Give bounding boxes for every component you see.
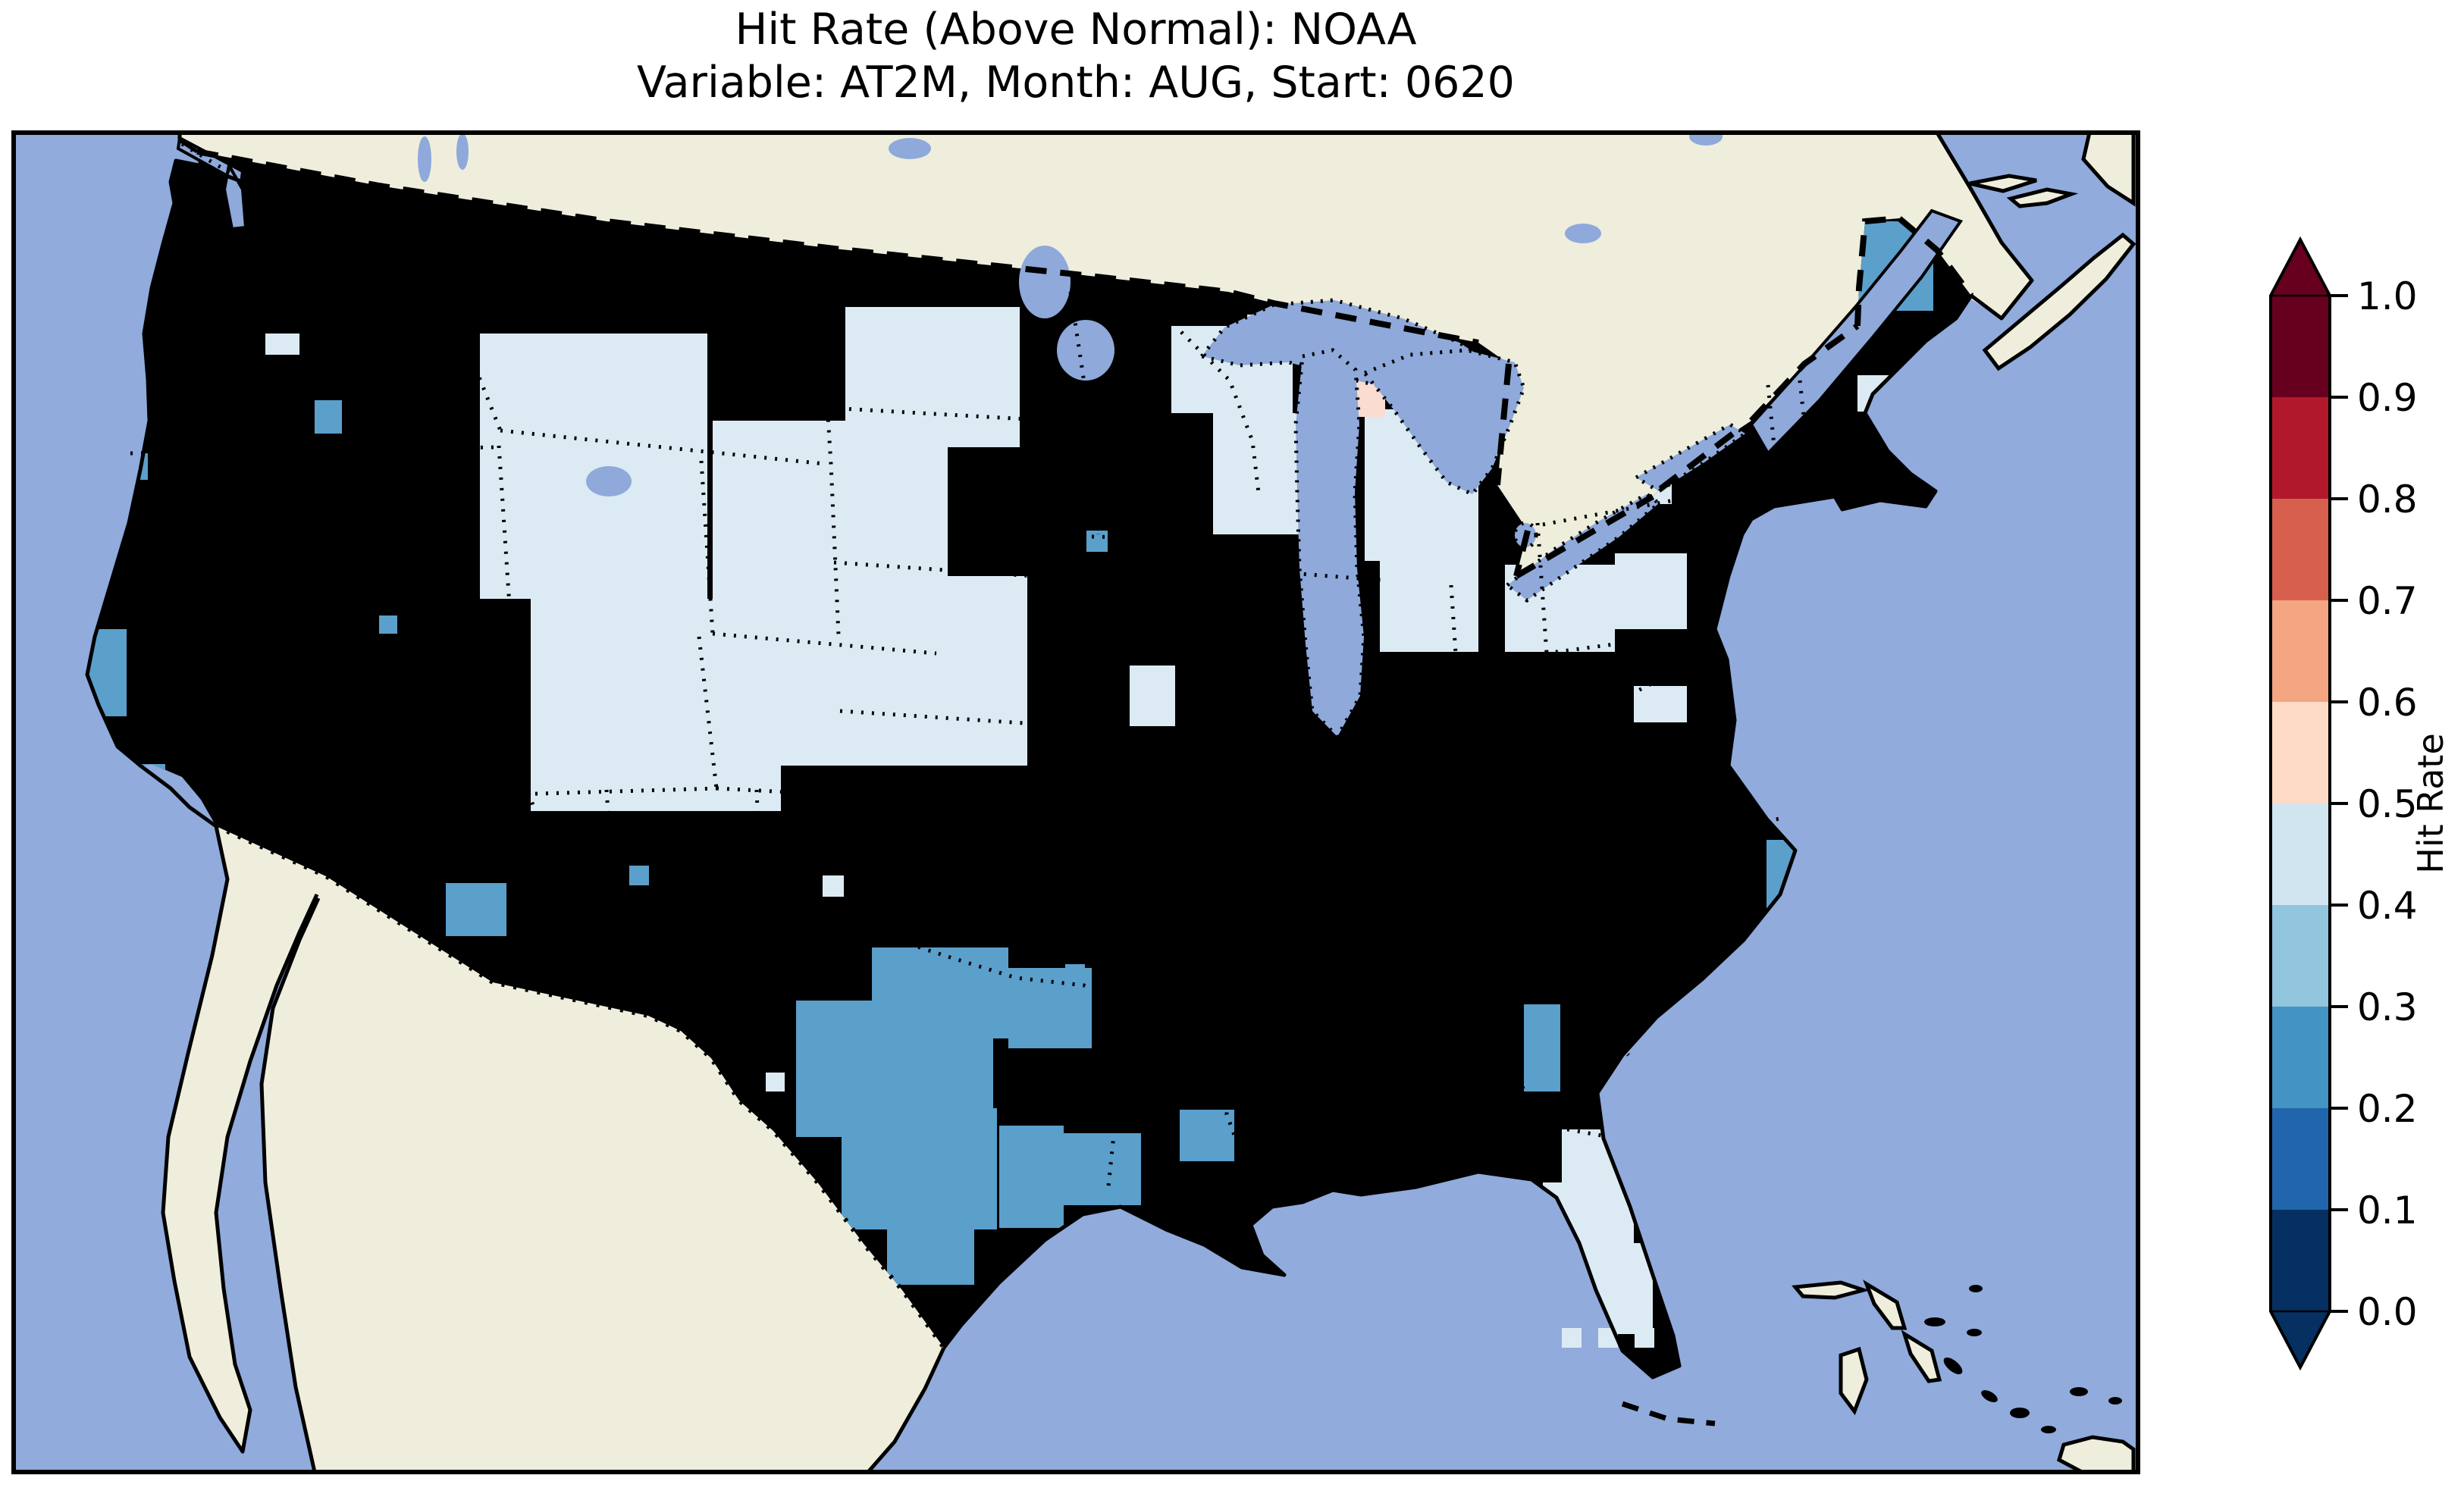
hitrate-cell [379,615,397,634]
coast-canada-west [177,133,199,154]
colorbar-segment [2271,1108,2330,1210]
colorbar-segment [2271,905,2330,1007]
colorbar-tick-label: 0.5 [2357,782,2418,826]
hitrate-cell [1054,1133,1141,1205]
prince-edward-island [2006,187,2079,208]
colorbar-segment [2271,803,2330,905]
hitrate-cell [758,576,1027,766]
small-islands [1924,1285,2122,1433]
colorbar-tick-label: 0.6 [2357,681,2418,725]
colorbar-tick-label: 0.3 [2357,985,2418,1029]
hitrate-cell [1615,553,1687,629]
coast-mexico-gulf [867,1346,946,1472]
hitrate-cell [1130,666,1175,726]
eleuthera [1901,1330,1942,1383]
colorbar-extend-over [2271,240,2330,296]
hitrate-offshore-cells [1562,1328,1654,1348]
coast-mexico-pacific-baja [161,825,319,1454]
colorbar-ticks: 0.0 0.1 0.2 0.3 0.4 0.5 0.6 0.7 0.8 0.9 1.0 [2330,274,2418,1334]
hitrate-cell [842,1108,997,1229]
hitrate-cell [265,334,299,355]
hitrate-cell [766,1073,785,1092]
grand-bahama [1792,1280,1870,1300]
colorbar-segment [2271,1007,2330,1108]
figure-title: Hit Rate (Above Normal): NOAA [735,5,1416,55]
hitrate-cell [999,1126,1064,1228]
land-mexico [163,826,944,1472]
great-salt-lake [586,466,632,496]
us-canada-border [196,149,1479,346]
colorbar-tick-label: 0.0 [2357,1290,2418,1334]
colorbar-tick-label: 0.4 [2357,884,2418,928]
small-lakes [418,133,1723,496]
hitrate-cell [1213,413,1300,534]
country-borders [196,149,1974,579]
lake-erie [1503,492,1663,603]
lake-michigan [1293,348,1366,741]
colorbar-segment [2271,1210,2330,1311]
colorbar-segment [2271,600,2330,702]
hitrate-cell [629,866,649,885]
colorbar-segment [2271,499,2330,600]
coast-gulf-of-california [259,897,321,1472]
colorbar-tick-label: 0.2 [2357,1087,2418,1131]
coastlines [85,133,2034,1472]
colorbar-axis-label: Hit Rate [2410,733,2451,874]
map-frame [11,130,2140,1474]
map-plot-area [14,133,2138,1472]
colorbar-segment [2271,296,2330,397]
colorbar-tick-label: 0.7 [2357,579,2418,623]
hitrate-cell [1086,531,1108,552]
colorbar-tick-label: 1.0 [2357,274,2418,318]
coast-canada-east [1935,133,2034,321]
colorbar-segment [2271,702,2330,803]
colorbar-tick-label: 0.9 [2357,376,2418,420]
figure-subtitle: Variable: AT2M, Month: AUG, Start: 0620 [637,58,1515,108]
colorbar: 0.0 0.1 0.2 0.3 0.4 0.5 0.6 0.7 0.8 0.9 1.0 Hit Ra… [2269,236,2451,1371]
hitrate-cell [531,599,781,811]
hitrate-cell [1524,1004,1560,1092]
colorbar-segment [2271,397,2330,499]
colorbar-tick-label: 0.8 [2357,478,2418,521]
lake-ontario [1632,422,1749,493]
hitrate-cell [823,875,844,897]
hitrate-cell [887,1213,974,1285]
puget-sound [222,161,248,231]
hitrate-cell [1180,1110,1234,1161]
hitrate-cell [446,883,506,936]
hitrate-cell [1380,561,1478,652]
newfoundland [2081,133,2136,207]
hitrate-cell [1635,1328,1654,1348]
nova-scotia [1982,232,2136,371]
colorbar-tick-label: 0.1 [2357,1189,2418,1232]
st-lawrence-river [1749,208,1964,456]
hitrate-cell [1562,1328,1582,1348]
andros [1839,1346,1869,1416]
abaco [1863,1279,1908,1330]
florida-keys [1621,1401,1716,1427]
hitrate-cell [315,400,342,434]
coast-gulf-atlantic [942,294,1973,1380]
cuba [2057,1435,2136,1472]
colorbar-segments [2271,296,2330,1311]
lake-huron [1361,348,1526,497]
anticosti-island [1969,174,2037,193]
hitrate-cell [1065,964,1085,987]
hitrate-cell [845,307,1020,447]
hitrate-cell [1634,686,1687,722]
great-lakes [1198,298,1749,741]
hitrate-cell [480,334,707,599]
atlantic-islands [1792,133,2136,1472]
state-borders [130,142,1872,1188]
hitrate-patch-layer [87,221,1933,1334]
colorbar-extend-under [2271,1311,2330,1367]
land-canada [180,133,2032,576]
coast-pacific [85,158,243,828]
